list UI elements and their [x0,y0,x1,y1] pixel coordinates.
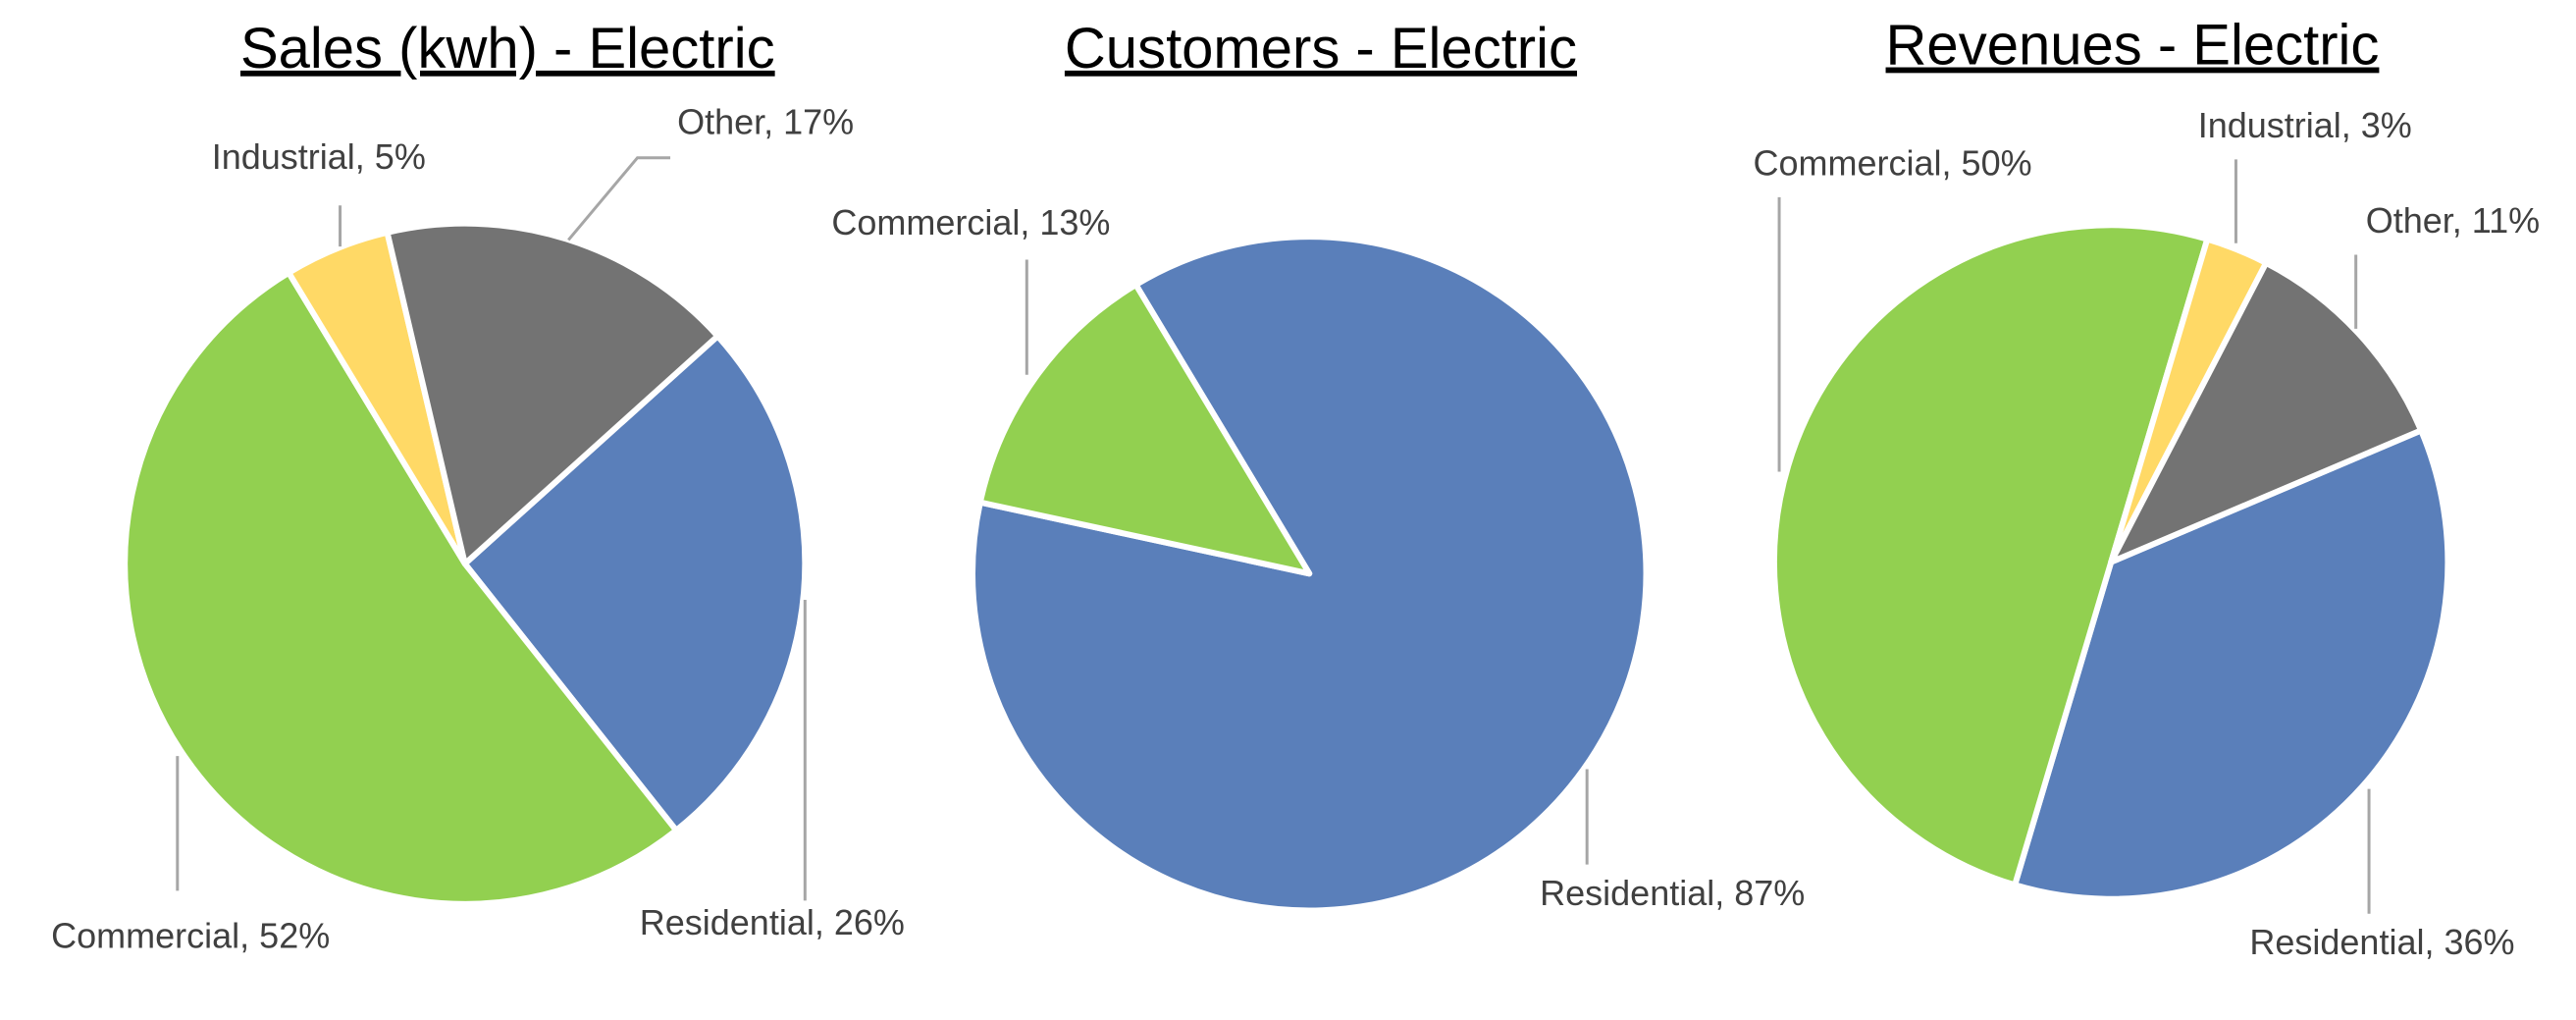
data-label: Other, 17% [677,102,854,142]
data-label: Residential, 36% [2249,922,2514,962]
data-label: Commercial, 13% [831,202,1110,242]
pie-slice [384,220,721,567]
pie-slice [976,282,1313,577]
pie-slice [461,333,809,833]
data-label: Industrial, 3% [2198,105,2412,145]
data-label: Commercial, 50% [1754,143,2032,184]
pie-slice [2012,427,2451,902]
chart-title: Customers - Electric [1065,17,1577,81]
chart-title: Revenues - Electric [1886,14,2380,78]
data-label: Residential, 87% [1540,873,1805,913]
pie-slice [2108,259,2425,565]
leader-line [567,156,671,242]
pie-slice [122,269,680,907]
chart-title: Sales (kwh) - Electric [240,17,775,81]
data-label: Residential, 26% [640,902,905,942]
data-label: Commercial, 52% [51,915,330,955]
data-label: Industrial, 5% [212,136,426,177]
data-label: Other, 11% [2366,200,2540,241]
pie-slice [1770,222,2211,888]
